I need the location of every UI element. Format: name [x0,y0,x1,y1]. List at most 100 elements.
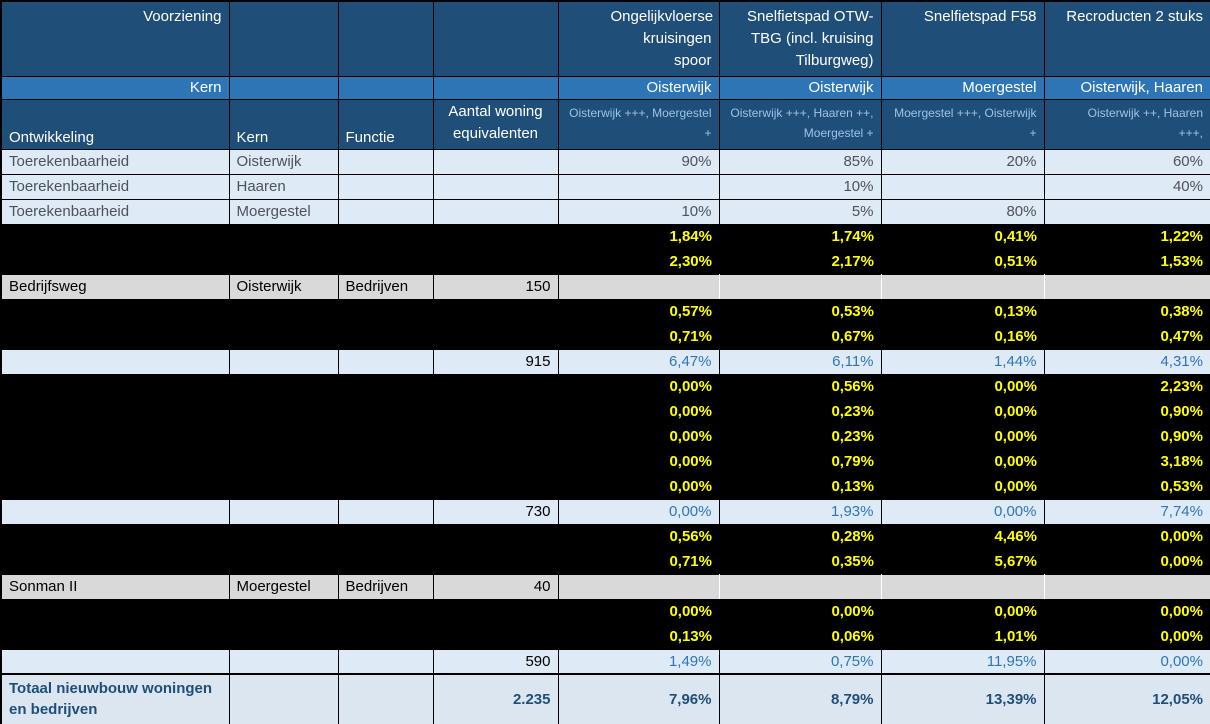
cell[interactable]: 7,96% [557,673,720,724]
cell[interactable]: 0,00% [558,399,719,424]
cell[interactable] [1,374,229,399]
cell[interactable]: 90% [557,148,720,175]
cell[interactable] [338,324,433,349]
cell[interactable]: 2,17% [719,249,881,274]
cell[interactable]: 13,39% [880,673,1045,724]
cell[interactable] [229,549,338,574]
cell[interactable]: 0,13% [719,474,881,499]
cell[interactable] [718,573,882,600]
cell[interactable] [337,198,434,225]
cell[interactable]: 0,51% [881,249,1044,274]
cell[interactable]: 10% [557,198,720,225]
cell[interactable] [433,299,558,324]
cell[interactable]: 4,31% [1043,348,1210,375]
cell[interactable]: 0,90% [1044,399,1210,424]
cell[interactable] [432,198,559,225]
cell[interactable]: 0,53% [719,299,881,324]
cell[interactable] [433,424,558,449]
cell[interactable] [228,348,339,375]
cell[interactable] [433,599,558,624]
cell[interactable] [338,524,433,549]
cell[interactable]: 0,71% [558,549,719,574]
cell[interactable]: Bedrijfsweg [0,273,230,300]
cell[interactable] [229,374,338,399]
cell[interactable] [432,148,559,175]
cell[interactable] [880,573,1045,600]
cell[interactable] [0,648,230,675]
cell[interactable]: 0,00% [1044,624,1210,649]
cell[interactable] [229,249,338,274]
header-cell-snelfietspad-f58[interactable]: Snelfietspad F58 [880,0,1045,77]
cell[interactable] [338,449,433,474]
cell[interactable]: Oisterwijk [228,148,339,175]
cell[interactable] [229,524,338,549]
cell[interactable] [433,524,558,549]
cell[interactable] [433,324,558,349]
header-cell-impact-note[interactable]: Oisterwijk +++, Moergestel + [557,98,720,150]
cell[interactable] [880,273,1045,300]
cell[interactable]: 0,57% [558,299,719,324]
cell[interactable]: 0,00% [881,599,1044,624]
cell[interactable]: 915 [432,348,559,375]
header-cell-kern-oisterwijk[interactable]: Oisterwijk [557,75,720,100]
header-cell-kern-oisterwijk-haaren[interactable]: Oisterwijk, Haaren [1043,75,1210,100]
cell[interactable]: Totaal nieuwbouw woningen en bedrijven [0,673,230,724]
cell[interactable] [337,648,434,675]
cell[interactable] [338,624,433,649]
cell[interactable] [338,474,433,499]
cell[interactable] [338,424,433,449]
header-cell[interactable] [228,0,339,77]
header-cell-ontwikkeling[interactable]: Ontwikkeling [0,98,230,150]
header-cell-snelfietspad-otw-tbg[interactable]: Snelfietspad OTW-TBG (incl. kruising Til… [718,0,882,77]
cell[interactable]: 0,00% [558,424,719,449]
cell[interactable]: 1,53% [1044,249,1210,274]
header-cell[interactable] [337,75,434,100]
cell[interactable]: 1,44% [880,348,1045,375]
cell[interactable]: 1,01% [881,624,1044,649]
cell[interactable]: Haaren [228,173,339,200]
cell[interactable] [229,599,338,624]
header-cell-impact-note[interactable]: Oisterwijk ++, Haaren +++, [1043,98,1210,150]
cell[interactable] [337,498,434,525]
cell[interactable]: 0,00% [558,474,719,499]
cell[interactable] [557,273,720,300]
cell[interactable] [433,549,558,574]
cell[interactable]: 0,06% [719,624,881,649]
cell[interactable] [1,399,229,424]
cell[interactable] [1,249,229,274]
cell[interactable]: 0,00% [557,498,720,525]
cell[interactable]: 0,23% [719,399,881,424]
cell[interactable]: 5% [718,198,882,225]
cell[interactable]: Bedrijven [337,273,434,300]
cell[interactable]: 5,67% [881,549,1044,574]
cell[interactable] [338,374,433,399]
cell[interactable] [718,273,882,300]
header-cell-kern-oisterwijk[interactable]: Oisterwijk [718,75,882,100]
cell[interactable]: 150 [432,273,559,300]
cell[interactable] [229,224,338,249]
cell[interactable]: 0,00% [719,599,881,624]
cell[interactable]: 0,00% [558,374,719,399]
cell[interactable]: 0,13% [558,624,719,649]
cell[interactable] [1043,273,1210,300]
cell[interactable]: 11,95% [880,648,1045,675]
cell[interactable]: 40 [432,573,559,600]
header-cell[interactable] [432,75,559,100]
header-cell-functie[interactable]: Functie [337,98,434,150]
cell[interactable] [228,498,339,525]
cell[interactable]: Toerekenbaarheid [0,198,230,225]
header-cell-voorziening[interactable]: Voorziening [0,0,230,77]
cell[interactable] [229,449,338,474]
header-cell-kern[interactable]: Kern [0,75,230,100]
cell[interactable] [433,399,558,424]
cell[interactable]: 0,00% [1044,524,1210,549]
cell[interactable] [880,173,1045,200]
header-cell[interactable] [228,75,339,100]
cell[interactable] [433,374,558,399]
cell[interactable] [1,549,229,574]
cell[interactable] [337,148,434,175]
cell[interactable] [229,299,338,324]
cell[interactable]: 0,79% [719,449,881,474]
cell[interactable] [433,474,558,499]
cell[interactable]: 10% [718,173,882,200]
